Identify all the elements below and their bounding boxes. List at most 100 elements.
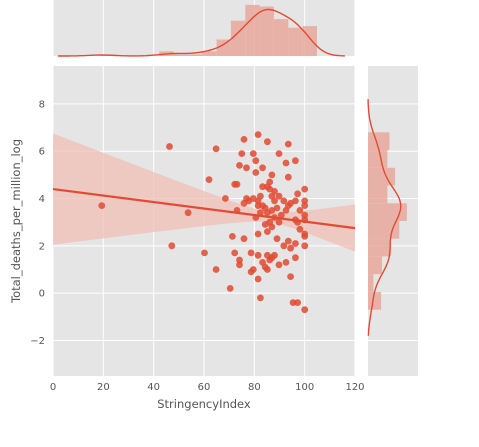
data-point [201,249,208,257]
data-point [268,207,276,214]
marginal-x-histogram [101,4,317,57]
data-point [233,180,241,188]
data-point [252,169,260,176]
marginal-x-bar [245,4,260,56]
data-point [166,143,173,150]
marginal-y-bar [368,132,390,150]
marginal-x-bar [259,6,274,56]
y-tick-label: −2 [30,336,45,347]
data-point [212,266,220,273]
y-tick-label: 4 [39,194,45,205]
data-point [273,204,281,212]
x-tick-label: 80 [248,382,261,393]
regression-line-path [52,187,356,230]
data-point [282,159,290,167]
data-point [236,162,243,169]
data-point [282,259,290,266]
y-axis-label: Total_deaths_per_million_log [9,139,23,304]
data-point [229,233,236,240]
data-point [243,164,250,172]
data-point [287,273,294,280]
data-point [257,209,264,217]
marginal-y-bar [368,167,396,186]
data-point [275,218,283,226]
data-point [259,183,266,191]
data-point [292,197,299,205]
marginal-x-kde [58,8,345,57]
data-point [301,185,309,193]
data-point [268,223,276,231]
regression-line [52,187,356,230]
data-point [264,228,271,236]
data-point [212,145,220,153]
data-point [268,171,276,179]
data-point [254,275,262,283]
data-point [254,131,262,139]
data-point [287,244,294,252]
x-tick-labels: 0 20 40 60 80 100 120 [50,382,365,393]
data-point [249,150,257,158]
marginal-y-bar [368,292,382,310]
data-point [280,197,288,205]
data-point [275,261,283,269]
marginal-y-bar [368,238,391,257]
y-tick-label: 2 [39,241,45,252]
y-tick-label: 0 [39,289,45,300]
data-point [231,249,239,257]
data-point [236,261,243,269]
marginal-y-bar [368,150,388,168]
marginal-y-kde [367,99,402,336]
y-tick-label: 6 [39,147,45,158]
data-point [266,178,274,186]
data-point [296,225,304,233]
data-point [292,240,299,247]
data-point [292,157,299,165]
data-point [301,211,309,219]
marginal-y-kde-line [367,99,402,336]
x-tick-label: 20 [97,382,110,393]
data-point [257,294,264,302]
x-tick-label: 100 [295,382,314,393]
marginal-y-bar [368,185,388,204]
scatter-points [98,131,309,314]
data-point [271,251,278,259]
data-point [280,242,288,250]
data-point [284,140,292,148]
data-point [271,188,278,195]
marginal-x-axes [52,0,356,57]
data-point [184,209,192,217]
data-point [296,207,304,214]
marginal-x-bar [202,51,217,56]
marginal-x-bar [302,26,317,56]
data-point [284,237,292,245]
data-point [301,197,309,205]
x-tick-label: 60 [198,382,211,393]
marginal-x-bar [230,20,246,56]
data-point [275,150,283,158]
data-point [168,242,176,250]
marginal-y-bar [368,256,382,275]
data-point [249,266,257,273]
y-tick-label: 8 [39,99,45,110]
data-point [273,235,281,243]
data-point [247,249,255,257]
data-point [292,254,299,262]
data-point [236,256,243,264]
data-point [240,136,248,143]
x-axis-label: StringencyIndex [157,397,251,411]
data-point [301,202,309,210]
data-point [294,299,301,306]
marginal-x-bar [173,54,188,56]
data-point [240,235,248,243]
x-tick-label: 40 [147,382,160,393]
data-point [222,195,229,202]
data-point [254,230,262,238]
data-point [301,233,309,240]
marginal-y-bar [368,274,374,292]
marginal-y-axes [367,66,418,376]
marginal-y-bar [368,203,407,221]
data-point [294,190,301,198]
data-point [264,266,271,273]
